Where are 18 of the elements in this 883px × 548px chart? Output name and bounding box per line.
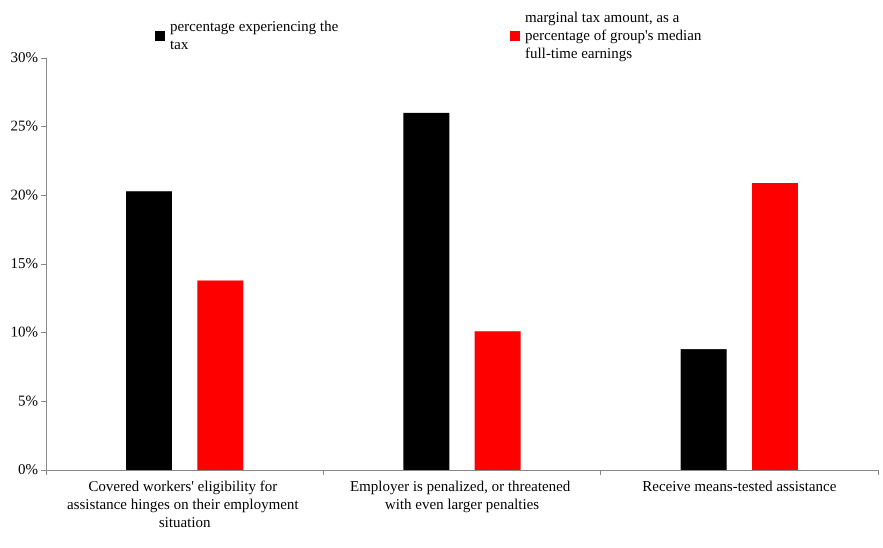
y-tick-label: 0%	[18, 462, 38, 478]
legend-label: percentage experiencing the tax	[170, 19, 342, 53]
y-tick-label: 5%	[18, 393, 38, 410]
bar	[126, 191, 172, 470]
x-tick-label: Covered workers' eligibility for assistance hinges on their employment situation	[66, 479, 302, 531]
legend-label: marginal tax amount, as a percentage of group's median full-time earnings	[525, 10, 706, 62]
x-tick-label: Employer is penalized, or threatened with even larger penalties	[350, 479, 574, 513]
y-tick-label: 10%	[10, 324, 38, 341]
bar	[680, 349, 727, 470]
bar	[752, 182, 798, 470]
bar	[474, 331, 521, 470]
y-tick-label: 30%	[10, 50, 38, 66]
bar	[197, 280, 244, 470]
y-tick-label: 20%	[10, 187, 38, 204]
y-tick-label: 15%	[10, 256, 38, 272]
bar	[403, 112, 450, 470]
y-tick-label: 25%	[10, 118, 38, 135]
x-tick-label: Receive means-tested assistance	[642, 479, 837, 495]
